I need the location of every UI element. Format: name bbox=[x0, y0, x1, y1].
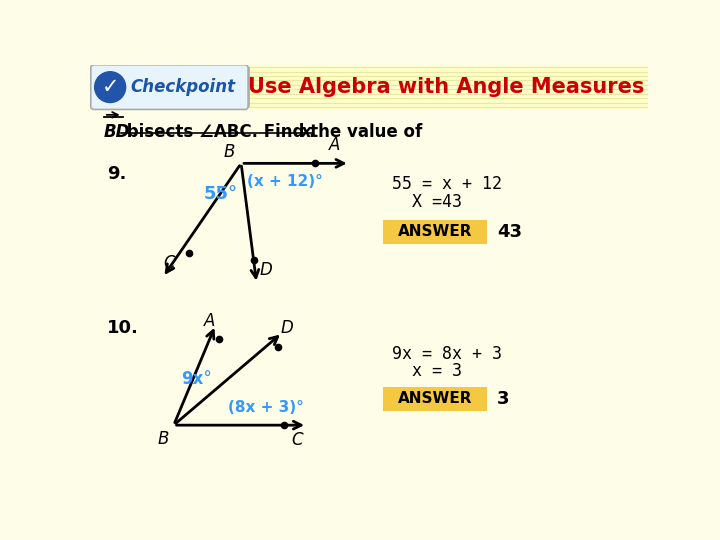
Text: 9.: 9. bbox=[107, 165, 127, 183]
Text: x = 3: x = 3 bbox=[392, 362, 462, 380]
Circle shape bbox=[94, 72, 126, 103]
Text: 9x°: 9x° bbox=[181, 370, 212, 388]
Text: (8x + 3)°: (8x + 3)° bbox=[228, 400, 304, 415]
Text: 3: 3 bbox=[497, 390, 509, 408]
Text: .: . bbox=[309, 123, 315, 140]
Text: B: B bbox=[223, 143, 235, 161]
Text: 10.: 10. bbox=[107, 319, 139, 337]
Text: ANSWER: ANSWER bbox=[397, 225, 472, 239]
Text: D: D bbox=[281, 319, 294, 338]
FancyBboxPatch shape bbox=[91, 65, 248, 110]
Text: 9x = 8x + 3: 9x = 8x + 3 bbox=[392, 345, 503, 362]
Text: ANSWER: ANSWER bbox=[397, 392, 472, 407]
Text: 55 = x + 12: 55 = x + 12 bbox=[392, 175, 503, 193]
Text: B: B bbox=[158, 430, 169, 448]
Text: (x + 12)°: (x + 12)° bbox=[248, 174, 323, 190]
Text: BD: BD bbox=[104, 123, 130, 140]
Text: 55°: 55° bbox=[203, 185, 238, 203]
FancyBboxPatch shape bbox=[383, 220, 487, 244]
Text: C: C bbox=[291, 431, 302, 449]
Text: C: C bbox=[163, 254, 175, 273]
Text: bisects ∠ABC. Find the value of: bisects ∠ABC. Find the value of bbox=[121, 123, 428, 140]
Text: Use Algebra with Angle Measures: Use Algebra with Angle Measures bbox=[248, 77, 644, 97]
Text: A: A bbox=[329, 136, 340, 154]
Text: X =43: X =43 bbox=[392, 193, 462, 211]
Text: x: x bbox=[301, 123, 312, 140]
Text: D: D bbox=[260, 261, 272, 279]
Text: A: A bbox=[204, 312, 215, 330]
Text: Checkpoint: Checkpoint bbox=[130, 78, 235, 96]
Text: 43: 43 bbox=[497, 223, 522, 241]
Text: ✓: ✓ bbox=[102, 77, 119, 97]
Bar bbox=[90, 65, 648, 110]
FancyBboxPatch shape bbox=[383, 387, 487, 411]
